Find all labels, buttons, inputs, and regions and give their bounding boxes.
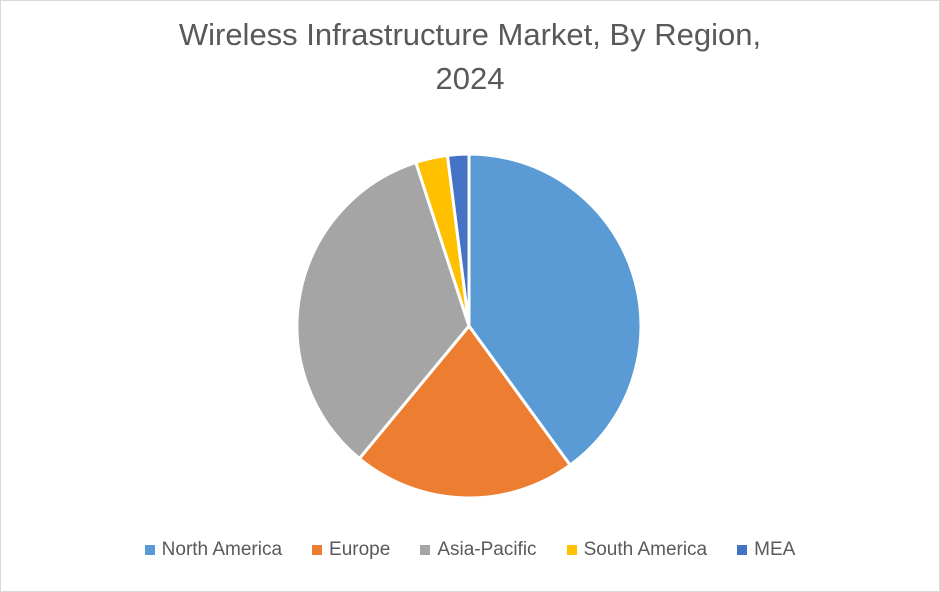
pie-slice-mea xyxy=(445,152,471,328)
legend-label: MEA xyxy=(754,539,796,560)
legend-item-north-america: North America xyxy=(144,539,283,561)
chart-legend: North America Europe Asia-Pacific South … xyxy=(1,539,939,561)
legend-swatch xyxy=(737,545,748,555)
pie-slice-north-america xyxy=(467,152,643,467)
legend-label: Europe xyxy=(329,539,391,560)
chart-title-line-2: 2024 xyxy=(435,61,505,96)
pie-slice-asia-pacific xyxy=(295,160,471,461)
chart-title: Wireless Infrastructure Market, By Regio… xyxy=(1,13,939,101)
legend-item-mea: MEA xyxy=(737,539,795,561)
chart-title-line-1: Wireless Infrastructure Market, By Regio… xyxy=(178,17,762,52)
legend-item-europe: Europe xyxy=(312,539,390,561)
legend-swatch xyxy=(566,545,577,555)
pie-slice-europe xyxy=(357,324,572,500)
legend-swatch xyxy=(312,545,323,555)
legend-swatch xyxy=(420,545,431,555)
legend-label: South America xyxy=(583,539,708,560)
legend-swatch xyxy=(144,545,155,555)
legend-label: Asia-Pacific xyxy=(437,539,537,560)
legend-item-south-america: South America xyxy=(566,539,708,561)
legend-label: North America xyxy=(161,539,283,560)
legend-item-asia-pacific: Asia-Pacific xyxy=(420,539,537,561)
